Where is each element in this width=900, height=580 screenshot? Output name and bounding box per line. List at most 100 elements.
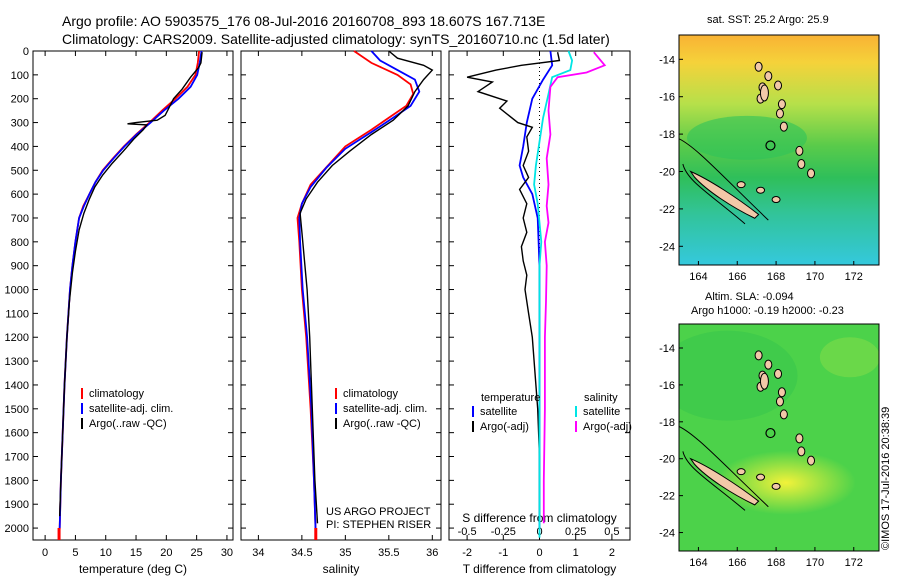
map-y-tick-label: -20 [659, 167, 675, 179]
argo-float-marker [765, 140, 776, 151]
s-tick-label: -0.5 [458, 526, 477, 538]
legend-label-argo: Argo(-adj) [480, 421, 529, 433]
panel-differences: -2 -1 0 1 2 T difference from climatology -0.5… [448, 50, 631, 576]
map-x-tick-label: 170 [806, 271, 824, 283]
map-y-tick-label: -24 [659, 528, 675, 540]
vanuatu-island [754, 61, 763, 72]
x-tick-label: 36 [426, 547, 438, 559]
x-tick-label: 1 [573, 547, 579, 559]
loyalty-island [736, 181, 746, 189]
vanuatu-island [777, 99, 786, 110]
x-tick-label: 34 [252, 547, 264, 559]
series-s-argo [542, 51, 607, 524]
map-y-tick-label: -14 [659, 54, 675, 66]
vanuatu-island [795, 433, 804, 444]
series-argo [299, 50, 434, 524]
y-tick-label: 2000 [5, 523, 29, 535]
vanuatu-island [775, 108, 784, 119]
panel-temperature: 0100200300400500600700800900100011001200… [5, 46, 234, 576]
plot-frame [32, 50, 234, 541]
sla-high [715, 450, 856, 515]
vanuatu-island [754, 350, 763, 361]
vanuatu-island [775, 396, 784, 407]
y-tick-label: 400 [11, 141, 29, 153]
legend-label-satellite: satellite-adj. clim. [343, 403, 427, 415]
vanuatu-island [807, 455, 816, 466]
sla-low [679, 330, 798, 421]
pi-credit: PI: STEPHEN RISER [326, 519, 432, 531]
argo-float-marker [765, 427, 776, 439]
y-tick-label: 300 [11, 118, 29, 130]
map-x-tick-label: 168 [767, 271, 785, 283]
legend-heading-temperature: temperature [481, 392, 540, 404]
y-tick-label: 600 [11, 189, 29, 201]
plot-frame [240, 50, 442, 541]
map-frame [678, 323, 880, 552]
y-tick-label: 500 [11, 165, 29, 177]
map-sst: 164 166 168 170 172 -14 -16 -18 -20 -22 -24 [659, 34, 880, 283]
x-tick-label: 2 [609, 547, 615, 559]
vanuatu-island [777, 387, 786, 398]
x-tick-label: 30 [221, 547, 233, 559]
series-satellite [298, 50, 421, 538]
imos-stamp: ©IMOS 17-Jul-2016 20:38:39 [880, 406, 892, 550]
map-y-tick-label: -24 [659, 241, 675, 253]
s-tick-label: -0.25 [491, 526, 516, 538]
map-field [679, 324, 879, 551]
series-argo [59, 52, 203, 517]
vanuatu-island [779, 409, 788, 420]
vanuatu-island [807, 168, 816, 179]
map-x-tick-label: 164 [689, 557, 707, 569]
x-tick-label: 0 [42, 547, 48, 559]
x-tick-label: 25 [191, 547, 203, 559]
x-axis-label: T difference from climatology [463, 562, 617, 576]
map-sla-title: Altim. SLA: -0.094 [705, 291, 794, 303]
x-tick-label: 35 [339, 547, 351, 559]
series-s-satellite [533, 50, 574, 538]
map-height-title: Argo h1000: -0.19 h2000: -0.23 [691, 305, 844, 317]
map-y-tick-label: -18 [659, 129, 675, 141]
y-tick-label: 1300 [5, 356, 29, 368]
legend-temperature: climatology satellite-adj. clim. Argo(..ra… [81, 388, 173, 430]
x-tick-label: 15 [130, 547, 142, 559]
x-tick-label: 10 [100, 547, 112, 559]
y-tick-label: 1600 [5, 428, 29, 440]
legend-label-satellite: satellite [480, 406, 517, 418]
loyalty-island [771, 196, 781, 204]
x-tick-label: 34.5 [291, 547, 312, 559]
legend-heading-salinity: salinity [584, 392, 618, 404]
loyalty-island [771, 482, 781, 490]
legend-label-argo: Argo(-adj) [583, 421, 632, 433]
loyalty-island [756, 186, 766, 194]
s-tick-label: 0.25 [565, 526, 586, 538]
y-tick-label: 900 [11, 261, 29, 273]
x-tick-label: -2 [462, 547, 472, 559]
y-tick-label: 100 [11, 70, 29, 82]
espiritu-santo [759, 372, 769, 390]
reef-contour [679, 425, 769, 511]
map-x-tick-label: 168 [767, 557, 785, 569]
espiritu-santo [759, 84, 769, 102]
x-tick-label: 0 [536, 547, 542, 559]
y-tick-label: 1900 [5, 499, 29, 511]
y-tick-label: 1400 [5, 380, 29, 392]
y-tick-label: 1100 [5, 308, 29, 320]
map-x-tick-label: 170 [806, 557, 824, 569]
panel-salinity: 34 34.5 35 35.5 36 salinity [240, 50, 442, 576]
sla-patch [819, 337, 879, 378]
y-tick-label: 1700 [5, 452, 29, 464]
vanuatu-island [795, 145, 804, 156]
y-tick-label: 1500 [5, 404, 29, 416]
map-y-tick-label: -22 [659, 491, 675, 503]
s-tick-label: 0.5 [604, 526, 619, 538]
x-axis-label: temperature (deg C) [79, 562, 187, 576]
vanuatu-island [797, 159, 806, 170]
figure-title-line2: Climatology: CARS2009. Satellite-adjuste… [62, 31, 610, 47]
vanuatu-island [764, 359, 773, 370]
legend-label-argo: Argo(..raw -QC) [89, 418, 167, 430]
loyalty-island [756, 473, 766, 481]
map-frame [678, 34, 880, 266]
y-tick-label: 1800 [5, 475, 29, 487]
x-tick-label: 5 [72, 547, 78, 559]
